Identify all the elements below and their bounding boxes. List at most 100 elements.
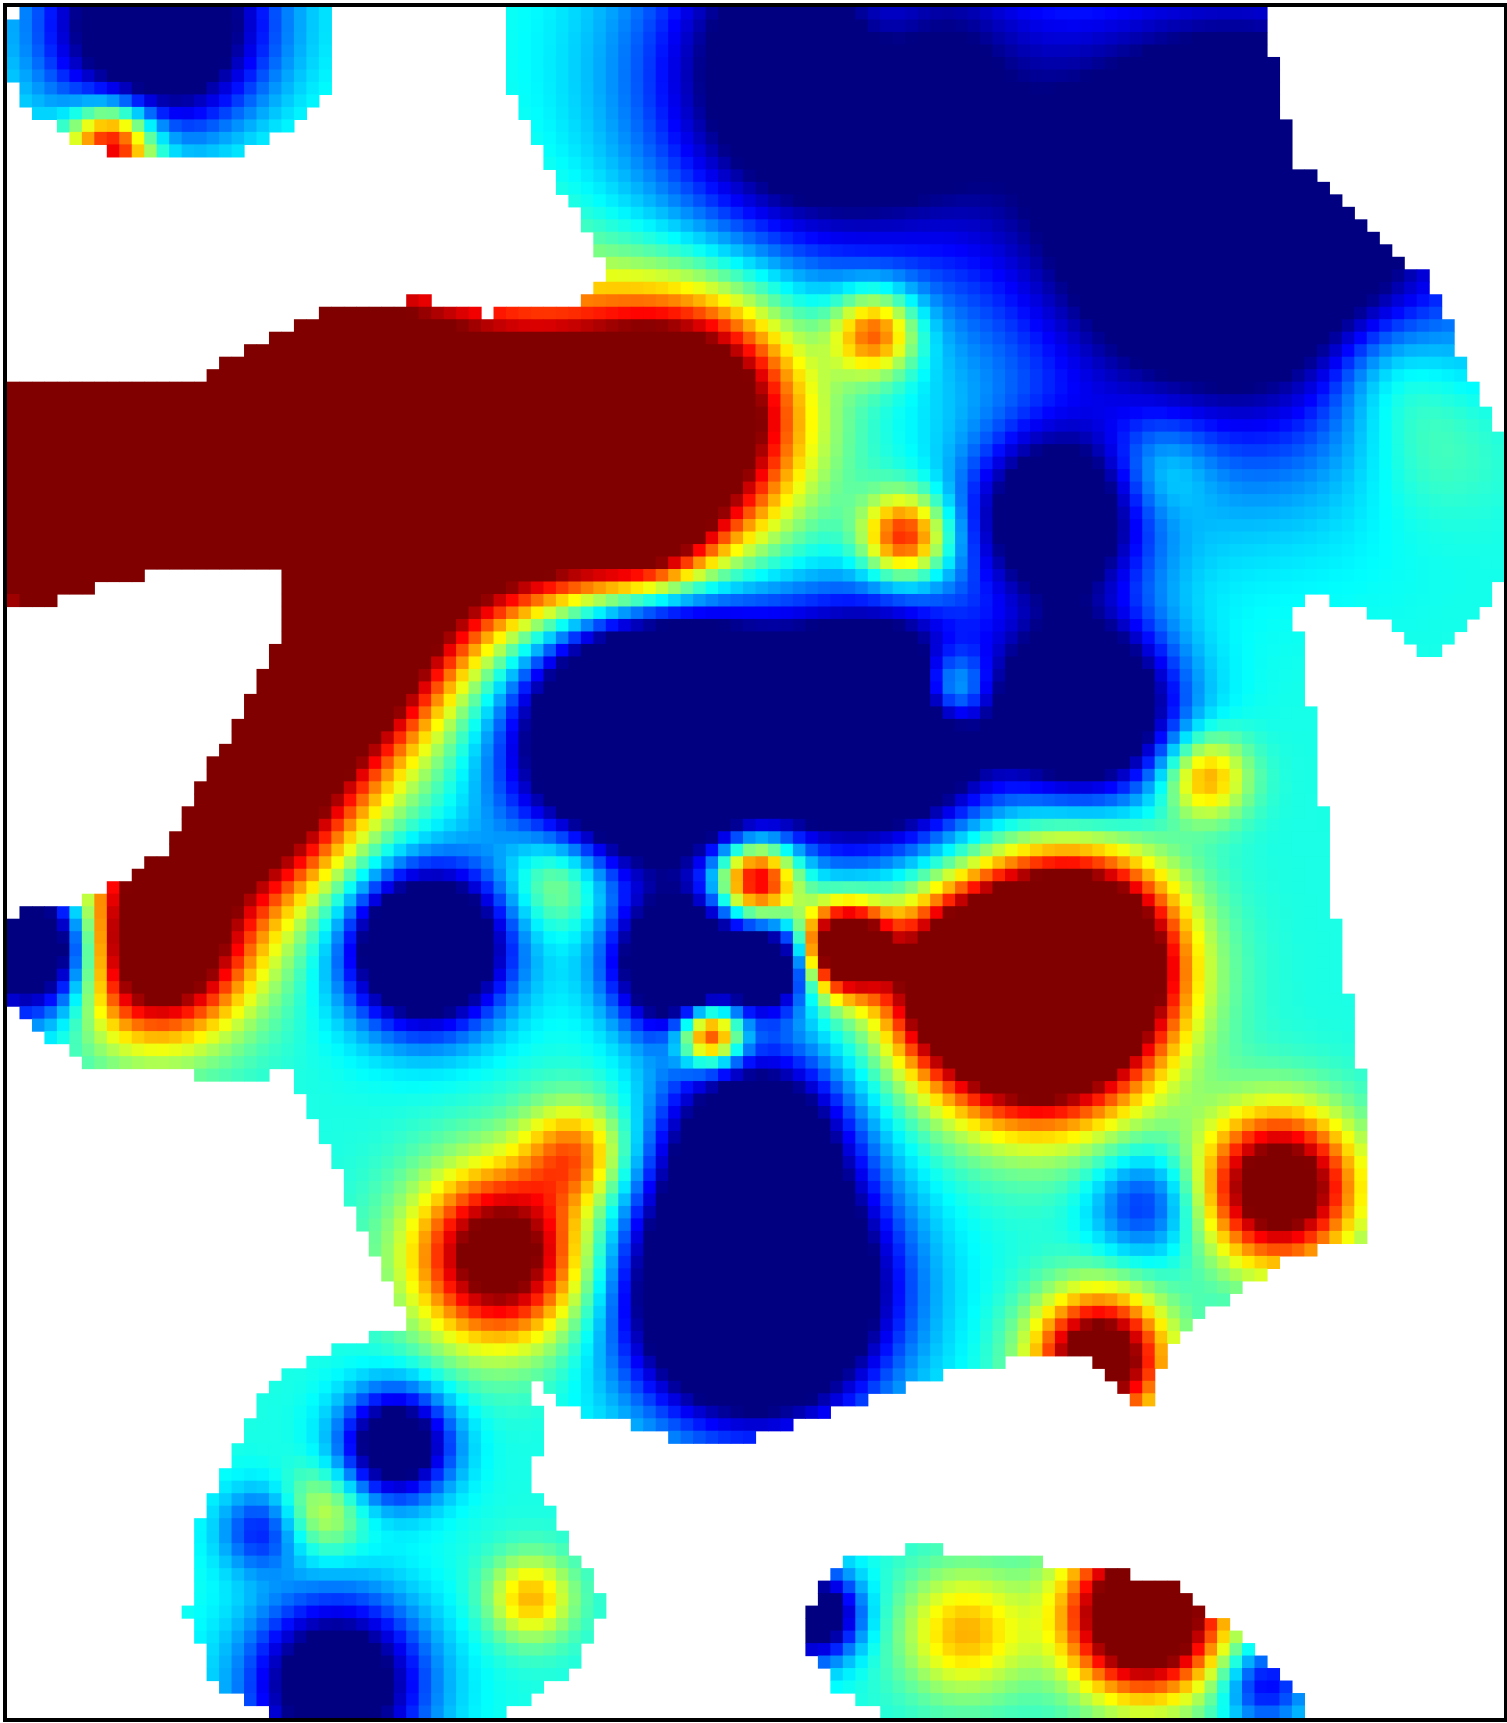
heatmap-cell (331, 331, 345, 345)
heatmap-cell (693, 56, 707, 71)
heatmap-cell (1054, 19, 1068, 33)
heatmap-cell (119, 94, 133, 108)
heatmap-cell (281, 106, 295, 120)
heatmap-cell (1329, 444, 1343, 458)
heatmap-cell (555, 569, 569, 583)
heatmap-cell (119, 394, 133, 408)
heatmap-cell (1366, 593, 1380, 608)
heatmap-cell (1005, 344, 1019, 358)
heatmap-cell (992, 44, 1006, 58)
heatmap-cell (817, 294, 831, 308)
heatmap-cell (281, 531, 295, 545)
heatmap-cell (555, 469, 569, 483)
heatmap-cell (456, 606, 470, 620)
heatmap-cell (1304, 456, 1318, 470)
heatmap-cell (1279, 281, 1293, 295)
heatmap-cell (1017, 481, 1031, 495)
heatmap-cell (206, 81, 220, 96)
heatmap-cell (506, 631, 520, 645)
heatmap-cell (755, 269, 769, 283)
heatmap-cell (1042, 581, 1056, 595)
heatmap-cell (1017, 406, 1031, 420)
heatmap-cell (1229, 256, 1243, 270)
heatmap-cell (593, 156, 607, 170)
heatmap-cell (1117, 244, 1131, 258)
heatmap-cell (1304, 219, 1318, 233)
heatmap-cell (1217, 419, 1231, 433)
heatmap-cell (1017, 219, 1031, 233)
heatmap-cell (643, 194, 657, 208)
heatmap-cell (992, 319, 1006, 333)
heatmap-cell (1142, 606, 1156, 620)
heatmap-cell (443, 581, 457, 595)
heatmap-cell (792, 269, 806, 283)
heatmap-cell (618, 331, 632, 345)
heatmap-cell (1104, 481, 1118, 495)
heatmap-cell (518, 606, 532, 620)
heatmap-cell (1466, 456, 1480, 470)
heatmap-cell (293, 319, 307, 333)
heatmap-cell (668, 431, 682, 445)
heatmap-cell (1129, 643, 1143, 658)
heatmap-cell (730, 131, 744, 145)
heatmap-cell (668, 344, 682, 358)
heatmap-cell (1291, 344, 1305, 358)
heatmap-cell (1242, 169, 1256, 183)
heatmap-cell (755, 194, 769, 208)
heatmap-cell (568, 194, 582, 208)
heatmap-cell (1142, 469, 1156, 483)
heatmap-cell (792, 169, 806, 183)
heatmap-cell (181, 56, 195, 71)
heatmap-cell (1304, 481, 1318, 495)
heatmap-cell (1029, 531, 1044, 545)
heatmap-cell (1129, 481, 1143, 495)
heatmap-cell (755, 456, 769, 470)
heatmap-cell (318, 618, 332, 633)
heatmap-cell (1404, 431, 1418, 445)
heatmap-cell (1304, 194, 1318, 208)
heatmap-cell (1054, 81, 1068, 96)
heatmap-cell (543, 581, 557, 595)
heatmap-cell (31, 531, 46, 545)
heatmap-cell (1441, 593, 1455, 608)
heatmap-cell (468, 569, 482, 583)
heatmap-cell (917, 431, 931, 445)
heatmap-cell (1304, 169, 1318, 183)
heatmap-cell (244, 544, 258, 558)
heatmap-cell (1354, 519, 1368, 533)
heatmap-cell (306, 344, 320, 358)
heatmap-cell (1142, 319, 1156, 333)
heatmap-cell (1354, 419, 1368, 433)
heatmap-cell (792, 481, 806, 495)
heatmap-cell (593, 481, 607, 495)
heatmap-cell (830, 544, 844, 558)
heatmap-cell (1366, 431, 1380, 445)
heatmap-cell (443, 668, 457, 683)
heatmap-cell (880, 394, 894, 408)
heatmap-cell (268, 69, 283, 83)
heatmap-cell (780, 444, 794, 458)
heatmap-cell (1017, 106, 1031, 120)
heatmap-cell (443, 381, 457, 395)
heatmap-cell (693, 31, 707, 46)
heatmap-cell (1229, 294, 1243, 308)
heatmap-cell (705, 569, 719, 583)
heatmap-cell (1416, 381, 1430, 395)
heatmap-cell (1279, 344, 1293, 358)
heatmap-cell (605, 656, 619, 670)
heatmap-cell (1217, 531, 1231, 545)
heatmap-cell (1254, 394, 1268, 408)
heatmap-cell (318, 506, 332, 520)
heatmap-cell (1005, 19, 1019, 33)
heatmap-cell (206, 444, 220, 458)
heatmap-cell (955, 381, 969, 395)
heatmap-cell (1204, 444, 1218, 458)
heatmap-cell (1316, 406, 1330, 420)
heatmap-cell (7, 481, 21, 495)
heatmap-cell (867, 7, 881, 21)
heatmap-cell (917, 244, 931, 258)
heatmap-cell (680, 494, 694, 508)
heatmap-cell (1054, 631, 1068, 645)
heatmap-cell (368, 431, 382, 445)
heatmap-cell (194, 81, 208, 96)
